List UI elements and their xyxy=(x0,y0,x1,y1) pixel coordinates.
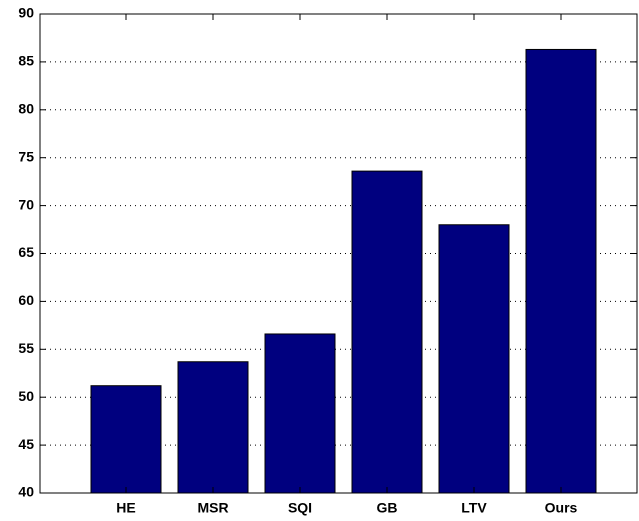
y-tick-label: 75 xyxy=(18,148,34,164)
y-tick-label: 55 xyxy=(18,340,34,356)
bar xyxy=(90,385,162,494)
bar xyxy=(351,170,423,494)
x-tick-label: LTV xyxy=(461,500,487,516)
y-tick-label: 60 xyxy=(18,292,34,308)
bar xyxy=(525,48,597,494)
y-tick-label: 50 xyxy=(18,388,34,404)
y-tick-label: 80 xyxy=(18,101,34,117)
x-tick-label: HE xyxy=(116,500,135,516)
x-tick-label: GB xyxy=(377,500,398,516)
y-tick-label: 70 xyxy=(18,196,34,212)
x-tick-label: SQI xyxy=(288,500,312,516)
y-tick-label: 65 xyxy=(18,244,34,260)
x-tick-label: MSR xyxy=(197,500,228,516)
bar xyxy=(438,224,510,494)
x-tick-label: Ours xyxy=(545,500,578,516)
y-tick-label: 40 xyxy=(18,484,34,500)
y-tick-label: 85 xyxy=(18,53,34,69)
plot-frame xyxy=(39,13,638,494)
y-tick-label: 90 xyxy=(18,5,34,21)
bar xyxy=(264,333,336,494)
y-tick-label: 45 xyxy=(18,436,34,452)
bar xyxy=(177,361,249,494)
